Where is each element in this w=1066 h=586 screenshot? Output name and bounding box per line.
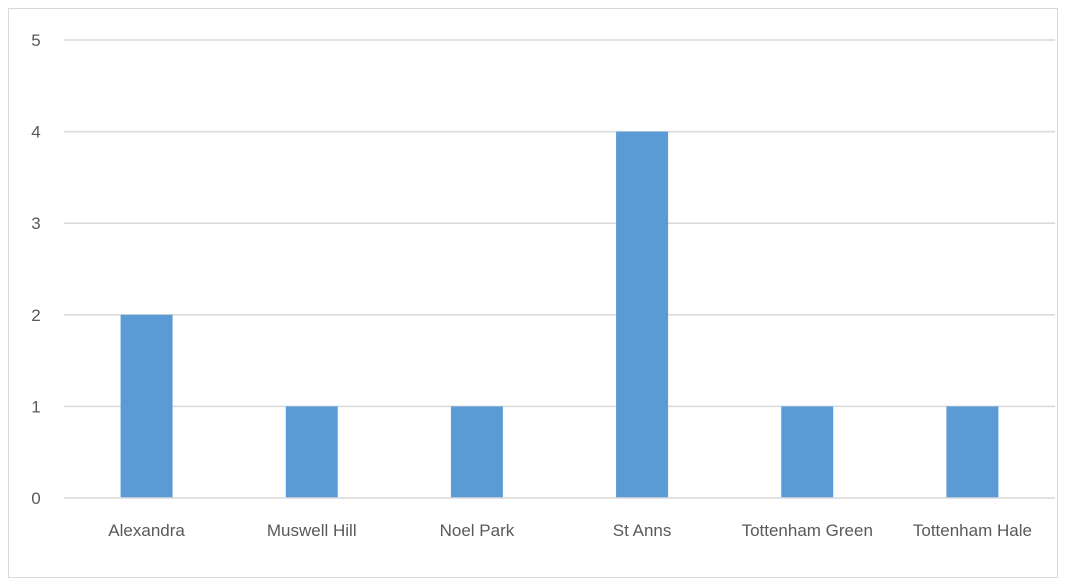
bars [120, 131, 999, 498]
chart-frame [8, 8, 1058, 578]
bar-alexandra [120, 314, 173, 498]
bar-noel-park [450, 406, 503, 498]
gridlines [64, 39, 1055, 408]
y-tick-label: 2 [31, 306, 40, 325]
x-tick-label: Noel Park [440, 521, 515, 540]
bar-muswell-hill [285, 406, 338, 498]
bar-tottenham-hale [946, 406, 999, 498]
bar-tottenham-green [781, 406, 834, 498]
x-tick-label: St Anns [613, 521, 672, 540]
x-tick-label: Tottenham Hale [913, 521, 1032, 540]
bar-st-anns [616, 131, 669, 498]
x-tick-label: Muswell Hill [267, 521, 357, 540]
x-tick-labels: Alexandra Muswell Hill Noel Park St Anns Tot… [108, 521, 1032, 540]
x-tick-label: Tottenham Green [742, 521, 873, 540]
x-tick-label: Alexandra [108, 521, 185, 540]
y-tick-label: 3 [31, 214, 40, 233]
y-tick-label: 1 [31, 397, 40, 416]
y-tick-label: 4 [31, 123, 40, 142]
y-tick-labels: 0 1 2 3 4 5 [31, 31, 40, 508]
y-tick-label: 5 [31, 31, 40, 50]
y-tick-label: 0 [31, 489, 40, 508]
